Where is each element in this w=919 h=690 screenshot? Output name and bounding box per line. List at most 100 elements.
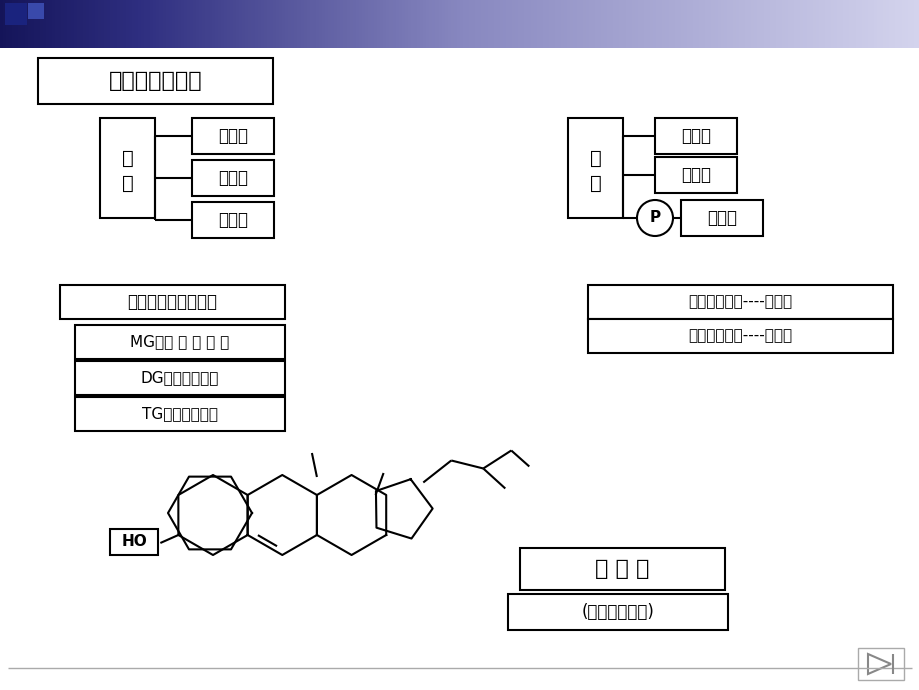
Bar bbox=[781, 0, 785, 48]
Bar bbox=[450, 0, 454, 48]
Bar bbox=[471, 0, 476, 48]
Bar bbox=[75, 325, 285, 359]
Bar bbox=[613, 0, 617, 48]
Text: 脂肪酸: 脂肪酸 bbox=[218, 169, 248, 187]
Bar bbox=[554, 0, 559, 48]
Bar bbox=[824, 0, 828, 48]
Bar bbox=[361, 0, 366, 48]
Bar bbox=[839, 0, 844, 48]
Bar bbox=[221, 0, 224, 48]
Bar bbox=[717, 0, 720, 48]
Bar bbox=[843, 0, 846, 48]
Bar bbox=[423, 0, 426, 48]
Bar bbox=[591, 0, 596, 48]
Bar bbox=[490, 0, 494, 48]
Bar bbox=[616, 0, 619, 48]
Bar bbox=[187, 0, 191, 48]
Bar bbox=[75, 361, 285, 395]
Bar bbox=[294, 0, 298, 48]
Text: 脂肪酸: 脂肪酸 bbox=[218, 127, 248, 145]
Bar bbox=[530, 0, 534, 48]
Bar bbox=[202, 0, 206, 48]
Bar bbox=[600, 0, 605, 48]
Bar bbox=[852, 0, 856, 48]
Bar bbox=[708, 0, 711, 48]
Text: (环戊烷高氢菲): (环戊烷高氢菲) bbox=[581, 603, 653, 621]
Bar bbox=[811, 0, 816, 48]
Bar bbox=[98, 0, 102, 48]
Bar bbox=[494, 0, 497, 48]
Bar bbox=[631, 0, 635, 48]
Bar bbox=[646, 0, 651, 48]
Text: 胆 固 醇: 胆 固 醇 bbox=[595, 559, 649, 579]
Bar bbox=[233, 0, 237, 48]
Bar bbox=[76, 0, 81, 48]
Bar bbox=[512, 0, 516, 48]
Bar bbox=[6, 0, 10, 48]
Bar bbox=[248, 0, 252, 48]
Bar bbox=[404, 0, 408, 48]
Bar bbox=[797, 0, 800, 48]
Bar bbox=[395, 0, 399, 48]
Bar bbox=[659, 0, 663, 48]
Bar bbox=[297, 0, 301, 48]
Bar bbox=[772, 0, 776, 48]
Bar bbox=[618, 0, 623, 48]
Text: 甘: 甘 bbox=[121, 148, 133, 168]
Bar bbox=[435, 0, 439, 48]
Text: P: P bbox=[649, 210, 660, 226]
Text: 脂肪酸: 脂肪酸 bbox=[218, 211, 248, 229]
Bar bbox=[18, 0, 22, 48]
Bar bbox=[891, 0, 895, 48]
Bar bbox=[834, 0, 837, 48]
Bar bbox=[533, 0, 537, 48]
Bar bbox=[857, 648, 903, 680]
Bar bbox=[181, 0, 185, 48]
Bar bbox=[453, 0, 458, 48]
Bar bbox=[52, 0, 56, 48]
Bar bbox=[49, 0, 53, 48]
Bar bbox=[756, 0, 761, 48]
Bar bbox=[582, 0, 586, 48]
Bar bbox=[545, 0, 550, 48]
Bar bbox=[654, 118, 736, 154]
Bar bbox=[71, 0, 74, 48]
Bar bbox=[303, 0, 307, 48]
Bar bbox=[38, 58, 273, 104]
Bar bbox=[40, 0, 44, 48]
Bar bbox=[117, 0, 120, 48]
Bar bbox=[882, 0, 886, 48]
Bar bbox=[641, 0, 644, 48]
Bar bbox=[885, 0, 890, 48]
Bar bbox=[793, 0, 798, 48]
Bar bbox=[312, 0, 316, 48]
Bar bbox=[196, 0, 200, 48]
Bar bbox=[3, 0, 7, 48]
Bar bbox=[662, 0, 665, 48]
Bar bbox=[168, 0, 173, 48]
Bar bbox=[407, 0, 412, 48]
Bar bbox=[108, 0, 111, 48]
Bar bbox=[55, 0, 59, 48]
Bar bbox=[628, 0, 632, 48]
Bar bbox=[894, 0, 899, 48]
Bar bbox=[889, 0, 892, 48]
Bar bbox=[595, 0, 598, 48]
Bar bbox=[239, 0, 243, 48]
Bar bbox=[273, 0, 277, 48]
Bar bbox=[9, 0, 13, 48]
Text: MG：一 酯 酰 甘 油: MG：一 酯 酰 甘 油 bbox=[130, 335, 230, 350]
Bar bbox=[227, 0, 231, 48]
Bar bbox=[163, 0, 166, 48]
Bar bbox=[827, 0, 831, 48]
Bar bbox=[184, 0, 187, 48]
Bar bbox=[126, 0, 130, 48]
Bar bbox=[315, 0, 320, 48]
Bar bbox=[609, 0, 614, 48]
Bar bbox=[466, 0, 470, 48]
Bar bbox=[236, 0, 240, 48]
Bar bbox=[604, 0, 607, 48]
Bar bbox=[677, 0, 681, 48]
Bar bbox=[570, 0, 573, 48]
Bar bbox=[438, 0, 442, 48]
